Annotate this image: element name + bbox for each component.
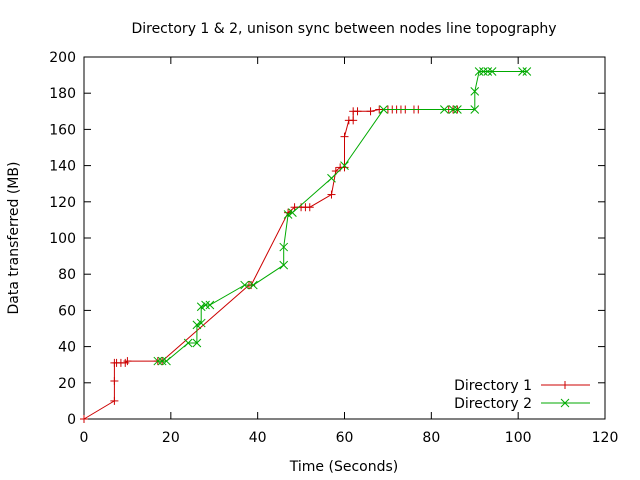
data-point (366, 107, 375, 116)
x-tick-label: 40 (249, 430, 267, 446)
y-tick-label: 80 (58, 267, 76, 283)
data-point (479, 67, 488, 76)
legend-label: Directory 1 (454, 378, 532, 394)
legend-marker (561, 381, 569, 389)
data-point (123, 357, 132, 366)
y-tick-label: 60 (58, 303, 76, 319)
data-point (353, 107, 362, 116)
data-point (340, 163, 349, 172)
legend-marker (560, 398, 570, 408)
data-point (375, 105, 384, 114)
data-point (201, 300, 210, 310)
data-point (162, 356, 171, 366)
x-tick-label: 0 (80, 430, 89, 446)
data-point (340, 161, 349, 170)
data-point (453, 105, 462, 114)
data-point (474, 67, 484, 76)
series-line (83, 109, 458, 420)
data-point (470, 105, 480, 114)
y-tick-label: 140 (49, 159, 76, 175)
data-point (483, 67, 493, 76)
data-point (349, 116, 358, 125)
y-tick-label: 20 (58, 376, 76, 392)
y-tick-label: 40 (58, 340, 76, 356)
data-point (192, 320, 202, 330)
data-point (110, 396, 119, 405)
y-tick-label: 180 (49, 86, 76, 102)
data-point (183, 338, 193, 348)
chart-title: Directory 1 & 2, unison sync between nod… (131, 21, 556, 37)
data-point (153, 356, 163, 366)
series-directory-2 (153, 67, 532, 366)
legend-label: Directory 2 (454, 396, 532, 412)
x-tick-label: 100 (505, 430, 532, 446)
data-point (205, 300, 215, 310)
data-point (305, 203, 314, 212)
data-point (327, 190, 336, 199)
x-tick-label: 20 (162, 430, 180, 446)
data-point (448, 105, 458, 114)
data-point (487, 67, 497, 76)
y-tick-label: 100 (49, 231, 76, 247)
data-point (518, 67, 527, 76)
data-point (340, 132, 349, 141)
y-tick-label: 0 (67, 412, 76, 428)
data-point (248, 280, 258, 290)
data-point (379, 105, 388, 114)
data-point (157, 356, 167, 366)
y-axis-label: Data transferred (MB) (6, 162, 22, 315)
series-directory-1 (80, 105, 462, 423)
data-point (283, 210, 293, 219)
y-axis-ticks: 0 20 40 60 80 100 120 140 160 180 200 (49, 50, 605, 428)
x-tick-label: 80 (422, 430, 440, 446)
series-line (157, 71, 527, 362)
data-point (522, 67, 532, 76)
data-point (240, 280, 249, 290)
data-point (196, 318, 206, 328)
x-axis-label: Time (Seconds) (289, 459, 398, 475)
data-point (327, 173, 336, 183)
x-tick-label: 60 (336, 430, 354, 446)
data-point (470, 87, 480, 96)
series-layer (80, 67, 532, 423)
y-tick-label: 160 (49, 122, 76, 138)
legend-item: Directory 2 (454, 396, 590, 412)
plot-frame (83, 56, 606, 420)
data-point (196, 302, 206, 312)
x-axis-ticks: 0 20 40 60 80 100 120 (80, 57, 619, 446)
data-point (288, 208, 297, 218)
data-point (279, 260, 289, 270)
x-tick-label: 120 (592, 430, 619, 446)
y-tick-label: 200 (49, 50, 76, 66)
legend: Directory 1 Directory 2 (454, 378, 590, 412)
data-point (121, 358, 130, 367)
data-point (192, 338, 202, 348)
data-point (279, 242, 289, 252)
data-point (80, 415, 88, 423)
legend-item: Directory 1 (454, 378, 590, 394)
data-point (110, 376, 119, 385)
data-point (440, 105, 449, 114)
y-tick-label: 120 (49, 195, 76, 211)
